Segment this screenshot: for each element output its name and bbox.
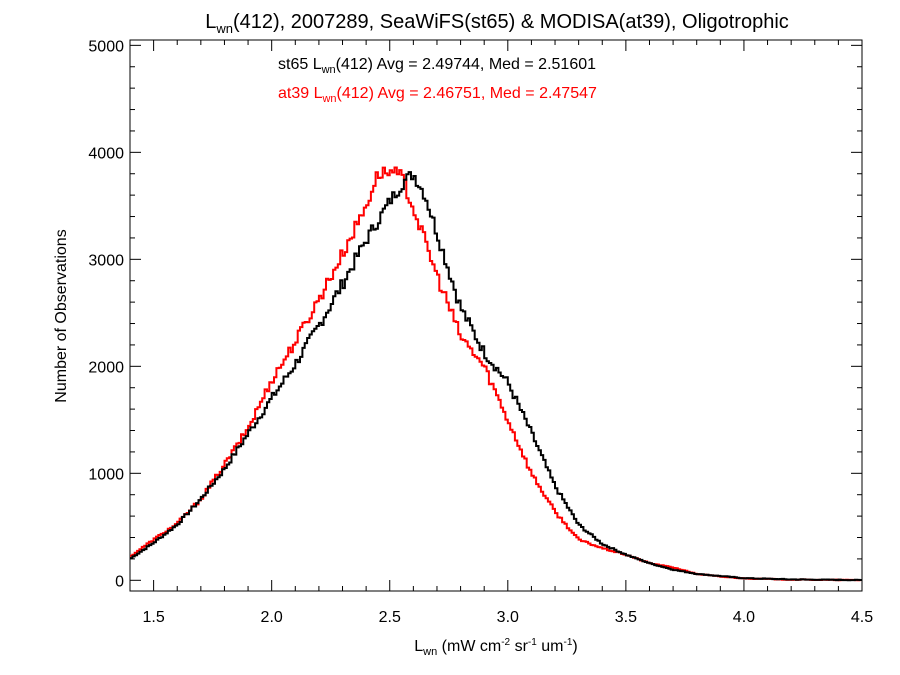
x-tick-label: 2.0 <box>261 609 283 626</box>
x-tick-label: 4.5 <box>851 609 873 626</box>
y-tick-label: 0 <box>115 573 124 590</box>
x-axis-label-sup3: -1 <box>563 637 572 648</box>
y-tick-labels: 0 1000 2000 3000 4000 5000 <box>88 38 124 590</box>
x-tick-label: 3.5 <box>615 609 637 626</box>
x-axis-label-main: L <box>414 638 423 655</box>
chart-title-main: L <box>205 11 216 33</box>
annotation-at39-sub: wn <box>321 93 336 105</box>
x-axis-label-rest: (mW cm <box>437 638 501 655</box>
annotation-at39-prefix: at39 L <box>278 85 323 102</box>
y-tick-label: 5000 <box>88 38 124 55</box>
y-tick-label: 2000 <box>88 359 124 376</box>
x-tick-labels: 1.5 2.0 2.5 3.0 3.5 4.0 4.5 <box>142 609 873 626</box>
chart-title-sub: wn <box>215 21 233 36</box>
x-axis-label-mid2: um <box>537 638 564 655</box>
series-at39-line <box>130 166 862 582</box>
x-axis-label-sup1: -2 <box>501 637 510 648</box>
chart-title-rest: (412), 2007289, SeaWiFS(st65) & MODISA(a… <box>233 11 789 33</box>
x-axis-label: Lwn (mW cm-2 sr-1 um-1) <box>414 637 577 658</box>
x-axis-label-end: ) <box>572 638 577 655</box>
annotation-st65-rest: (412) Avg = 2.49744, Med = 2.51601 <box>336 56 596 73</box>
y-tick-label: 1000 <box>88 466 124 483</box>
annotation-st65: st65 Lwn(412) Avg = 2.49744, Med = 2.516… <box>278 56 596 76</box>
axis-ticks <box>129 40 863 591</box>
annotation-at39-rest: (412) Avg = 2.46751, Med = 2.47547 <box>337 85 597 102</box>
x-axis-label-mid: sr <box>510 638 528 655</box>
x-axis-label-sub: wn <box>422 646 437 658</box>
x-axis-label-sup2: -1 <box>528 637 537 648</box>
annotation-at39: at39 Lwn(412) Avg = 2.46751, Med = 2.475… <box>278 85 597 105</box>
y-tick-label: 3000 <box>88 252 124 269</box>
x-tick-label: 4.0 <box>733 609 755 626</box>
y-axis-label: Number of Observations <box>53 229 70 402</box>
x-tick-label: 1.5 <box>142 609 164 626</box>
x-tick-label: 3.0 <box>497 609 519 626</box>
plot-frame <box>129 39 863 592</box>
series-st65-line <box>130 171 862 582</box>
annotation-st65-sub: wn <box>321 64 336 76</box>
annotation-st65-prefix: st65 L <box>278 56 322 73</box>
series-layer <box>130 166 862 582</box>
chart-title: Lwn(412), 2007289, SeaWiFS(st65) & MODIS… <box>205 11 789 36</box>
y-tick-label: 4000 <box>88 145 124 162</box>
x-tick-label: 2.5 <box>379 609 401 626</box>
